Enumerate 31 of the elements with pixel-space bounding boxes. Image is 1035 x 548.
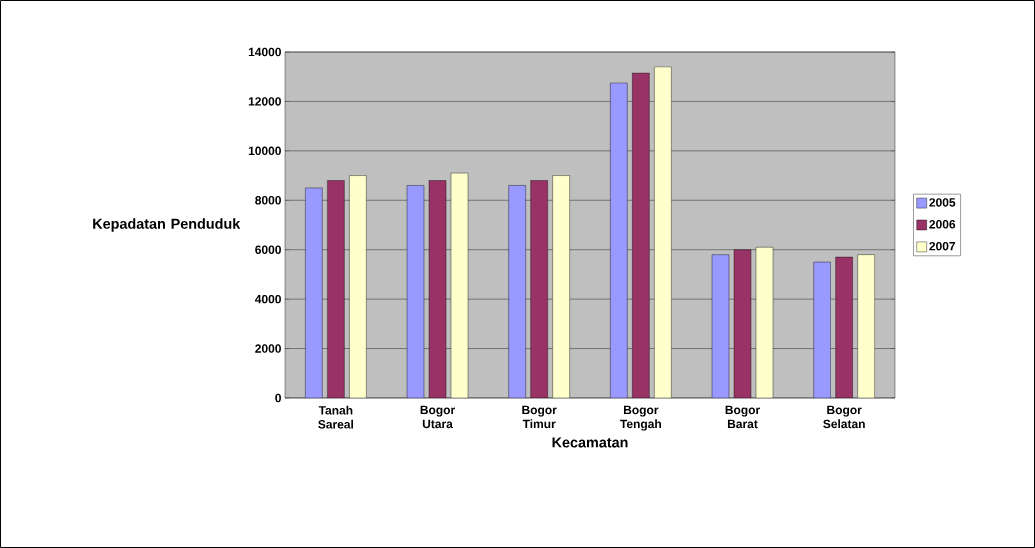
y-tick-label: 8000: [255, 196, 281, 205]
legend-label: 2005: [929, 198, 956, 207]
y-tick-label: 0: [275, 393, 281, 403]
bar: [349, 175, 367, 398]
bar: [654, 66, 672, 398]
x-tick-label: Bogor Barat: [725, 405, 760, 429]
y-tick-label: 2000: [255, 344, 281, 353]
bar: [835, 256, 853, 398]
bar: [530, 180, 548, 398]
y-tick-label: 10000: [248, 146, 281, 156]
x-tick-label: Bogor Selatan: [823, 405, 865, 429]
y-axis-title: Kepadatan Penduduk: [93, 218, 241, 232]
bar: [552, 175, 570, 398]
bar: [305, 187, 323, 398]
y-tick-label: 12000: [248, 97, 281, 106]
y-tick-label: 4000: [254, 294, 281, 304]
legend-label: 2006: [929, 220, 956, 229]
x-tick-label: Bogor Timur: [522, 405, 557, 429]
bar: [813, 261, 831, 398]
bar: [327, 180, 345, 398]
y-tick-label: 6000: [255, 245, 281, 254]
x-axis-title: Kecamatan: [552, 437, 628, 448]
x-tick-label: Bogor Tengah: [620, 405, 661, 431]
bar: [610, 82, 628, 398]
bar: [508, 185, 526, 398]
bar: [632, 72, 650, 398]
legend-label: 2007: [929, 241, 956, 251]
y-tick-label: 14000: [248, 47, 281, 57]
x-tick-label: Tanah Sareal: [318, 405, 353, 429]
bar: [857, 254, 875, 398]
x-tick-label: Bogor Utara: [420, 405, 455, 429]
